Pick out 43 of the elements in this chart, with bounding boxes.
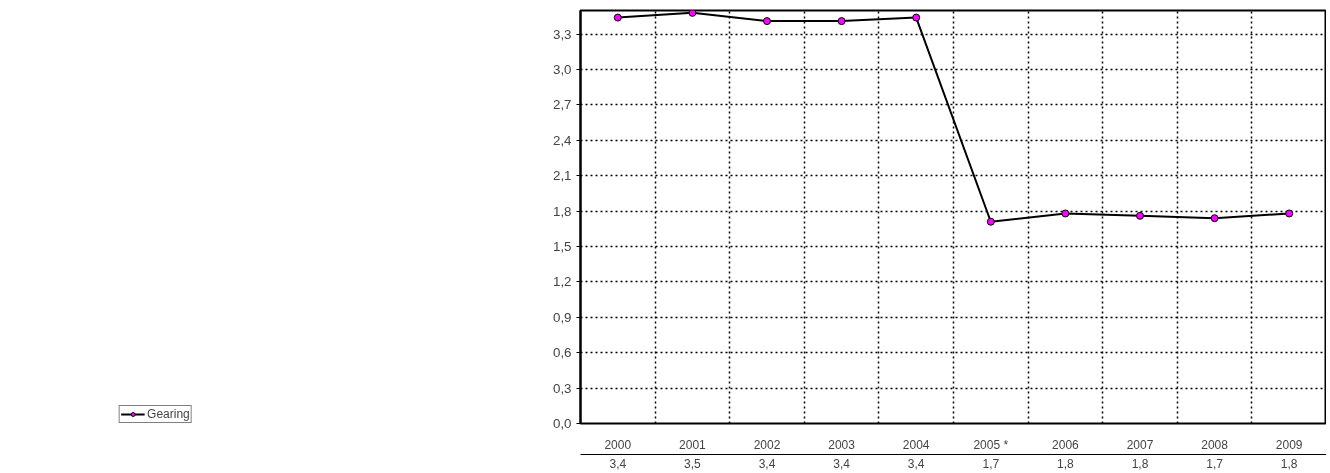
y-tick-label: 2,7	[552, 97, 572, 113]
data-label: 3,4	[609, 456, 627, 471]
y-tick-label: 1,2	[552, 274, 572, 290]
point	[688, 10, 697, 17]
data-label: 3,4	[833, 456, 851, 471]
y-tick-label: 2,4	[552, 132, 573, 148]
point	[1210, 214, 1219, 223]
point	[1285, 209, 1294, 218]
x-tick-label: 2003	[828, 437, 856, 452]
data-label: 3,4	[907, 456, 925, 471]
point	[986, 217, 995, 226]
point	[1061, 209, 1070, 218]
data-label: 1,7	[1206, 456, 1224, 471]
point	[763, 17, 771, 26]
y-tick-label: 0,6	[552, 345, 572, 361]
y-tick-label: 1,8	[552, 203, 572, 219]
x-tick-label: 2000	[604, 437, 632, 452]
x-tick-label: 2006	[1052, 437, 1080, 452]
data-label: 3,4	[758, 456, 776, 471]
data-label: 1,8	[1131, 456, 1149, 471]
point	[613, 13, 622, 22]
x-tick-label: 2007	[1126, 437, 1154, 452]
y-tick-label: 0,9	[552, 309, 572, 325]
y-tick-label: 1,5	[552, 239, 572, 254]
x-tick-label: 2001	[679, 437, 707, 452]
point	[1136, 211, 1144, 220]
x-tick-label: 2005 *	[973, 437, 1009, 452]
legend-label: Gearing	[147, 407, 190, 421]
y-tick-label: 3,0	[552, 62, 572, 77]
x-tick-label: 2008	[1201, 437, 1229, 452]
y-tick-label: 2,1	[552, 168, 572, 184]
point	[837, 17, 846, 26]
x-tick-label: 2004	[902, 437, 930, 452]
data-label: 1,7	[982, 456, 1000, 471]
y-tick-label: 0,3	[552, 380, 572, 396]
data-label: 3,5	[684, 456, 702, 471]
data-label: 1,8	[1280, 456, 1298, 471]
data-label: 1,8	[1057, 456, 1075, 471]
x-tick-label: 2009	[1275, 437, 1303, 452]
y-tick-label: 0,0	[552, 416, 572, 431]
x-tick-label: 2002	[753, 437, 781, 452]
point	[912, 13, 921, 22]
y-tick-label: 3,3	[552, 26, 572, 42]
